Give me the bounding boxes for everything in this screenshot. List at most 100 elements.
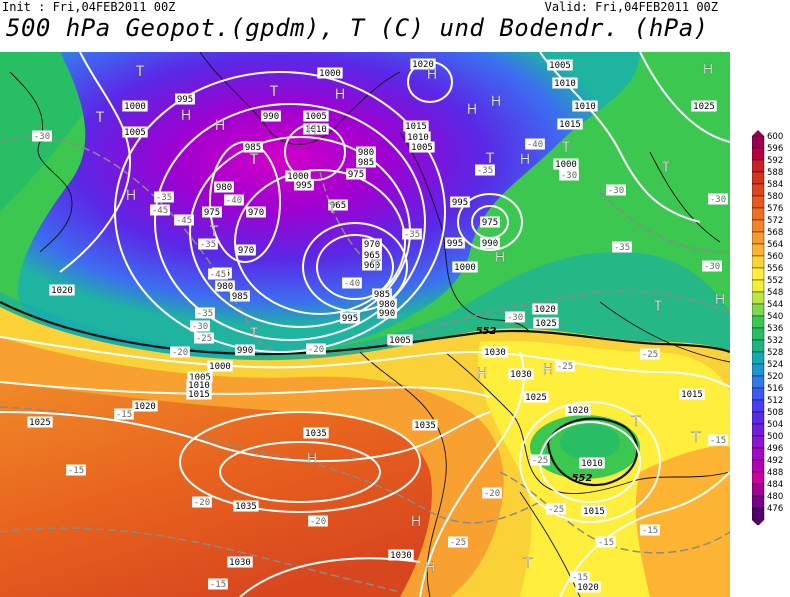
svg-text:-45: -45 xyxy=(210,270,226,280)
temperature-label: -30 xyxy=(559,169,579,181)
pressure-label: 980 xyxy=(215,280,235,292)
svg-text:-35: -35 xyxy=(614,243,630,253)
svg-text:1030: 1030 xyxy=(390,551,412,561)
svg-text:-45: -45 xyxy=(176,216,192,226)
svg-text:-40: -40 xyxy=(344,279,360,289)
temperature-label: -15 xyxy=(66,464,86,476)
legend-arrow-top xyxy=(752,130,764,136)
svg-text:-40: -40 xyxy=(226,196,242,206)
temperature-label: -45 xyxy=(174,214,194,226)
svg-text:1010: 1010 xyxy=(188,381,210,391)
temperature-label: -25 xyxy=(555,360,575,372)
svg-text:-25: -25 xyxy=(548,505,564,515)
high-pressure-symbol: H xyxy=(467,102,478,118)
temperature-label: -35 xyxy=(195,307,215,319)
legend-value: 564 xyxy=(767,240,783,250)
legend-value: 580 xyxy=(767,192,783,202)
pressure-label: 985 xyxy=(372,288,392,300)
high-pressure-symbol: H xyxy=(307,123,318,139)
pressure-label: 995 xyxy=(445,237,465,249)
svg-text:1020: 1020 xyxy=(534,305,556,315)
svg-text:1005: 1005 xyxy=(389,336,411,346)
temperature-label: -30 xyxy=(505,311,525,323)
svg-text:-20: -20 xyxy=(484,489,500,499)
temperature-label: -25 xyxy=(194,332,214,344)
svg-text:-15: -15 xyxy=(68,466,84,476)
legend-value: 552 xyxy=(767,276,783,286)
pressure-label: 970 xyxy=(246,206,266,218)
legend-value: 556 xyxy=(767,264,783,274)
low-pressure-symbol: T xyxy=(249,326,259,342)
legend-swatch xyxy=(752,447,765,461)
svg-text:1035: 1035 xyxy=(305,429,327,439)
svg-text:1005: 1005 xyxy=(124,128,146,138)
svg-text:-25: -25 xyxy=(196,334,212,344)
svg-text:-15: -15 xyxy=(572,573,588,583)
legend-swatch xyxy=(752,327,765,341)
high-pressure-symbol: H xyxy=(126,188,137,204)
temperature-label: -15 xyxy=(596,536,616,548)
temperature-label: -15 xyxy=(208,578,228,590)
temperature-label: -25 xyxy=(530,454,550,466)
svg-text:1025: 1025 xyxy=(535,319,557,329)
svg-text:1020: 1020 xyxy=(577,583,599,593)
low-pressure-symbol: T xyxy=(485,151,495,167)
temperature-label: -20 xyxy=(306,343,326,355)
pressure-label: 975 xyxy=(346,168,366,180)
svg-text:1000: 1000 xyxy=(555,160,577,170)
map-title: 500 hPa Geopot.(gpdm), T (C) und Bodendr… xyxy=(6,14,709,42)
svg-text:-15: -15 xyxy=(598,538,614,548)
svg-text:-45: -45 xyxy=(152,206,168,216)
pressure-label: 985 xyxy=(243,141,263,153)
svg-text:1005: 1005 xyxy=(305,112,327,122)
legend-swatch xyxy=(752,339,765,353)
svg-text:-30: -30 xyxy=(710,195,726,205)
pressure-label: 1025 xyxy=(523,391,549,403)
pressure-label: 1000 xyxy=(285,170,311,182)
svg-text:1000: 1000 xyxy=(454,263,476,273)
low-pressure-symbol: T xyxy=(371,258,381,274)
legend-swatch xyxy=(752,399,765,413)
legend-swatch xyxy=(752,291,765,305)
legend-swatch xyxy=(752,219,765,233)
svg-text:-30: -30 xyxy=(704,262,720,272)
low-pressure-symbol: T xyxy=(209,224,219,240)
high-pressure-symbol: H xyxy=(520,152,531,168)
legend-arrow-bottom xyxy=(752,520,764,525)
high-pressure-symbol: H xyxy=(703,62,714,78)
pressure-label: 990 xyxy=(377,307,397,319)
legend-swatch xyxy=(752,159,765,173)
svg-text:965: 965 xyxy=(364,251,380,261)
legend-value: 532 xyxy=(767,336,783,346)
pressure-label: 1020 xyxy=(575,581,601,593)
svg-text:1030: 1030 xyxy=(484,348,506,358)
svg-text:980: 980 xyxy=(358,148,374,158)
temperature-label: -35 xyxy=(402,228,422,240)
svg-text:1020: 1020 xyxy=(412,60,434,70)
isohypse-552 xyxy=(0,301,730,487)
svg-text:995: 995 xyxy=(342,314,358,324)
svg-text:-15: -15 xyxy=(710,436,726,446)
temperature-label: -25 xyxy=(640,348,660,360)
legend-value: 520 xyxy=(767,372,783,382)
coastlines xyxy=(9,52,730,597)
legend-value: 476 xyxy=(767,504,783,514)
pressure-label: 1025 xyxy=(533,317,559,329)
high-pressure-symbol: H xyxy=(425,560,436,576)
svg-text:975: 975 xyxy=(482,218,498,228)
svg-text:-25: -25 xyxy=(557,362,573,372)
temperature-label: -35 xyxy=(198,238,218,250)
pressure-label: 1015 xyxy=(186,388,212,400)
svg-text:1015: 1015 xyxy=(405,122,427,132)
svg-text:-35: -35 xyxy=(156,193,172,203)
init-time: Init : Fri,04FEB2011 00Z xyxy=(2,0,176,14)
pressure-label: 1020 xyxy=(532,303,558,315)
svg-text:-30: -30 xyxy=(34,132,50,142)
svg-text:975: 975 xyxy=(204,208,220,218)
temperature-label: -40 xyxy=(224,194,244,206)
pressure-label: 985 xyxy=(356,156,376,168)
pressure-label: 1005 xyxy=(409,141,435,153)
pressure-label: 1000 xyxy=(553,158,579,170)
legend-swatch xyxy=(752,495,765,509)
